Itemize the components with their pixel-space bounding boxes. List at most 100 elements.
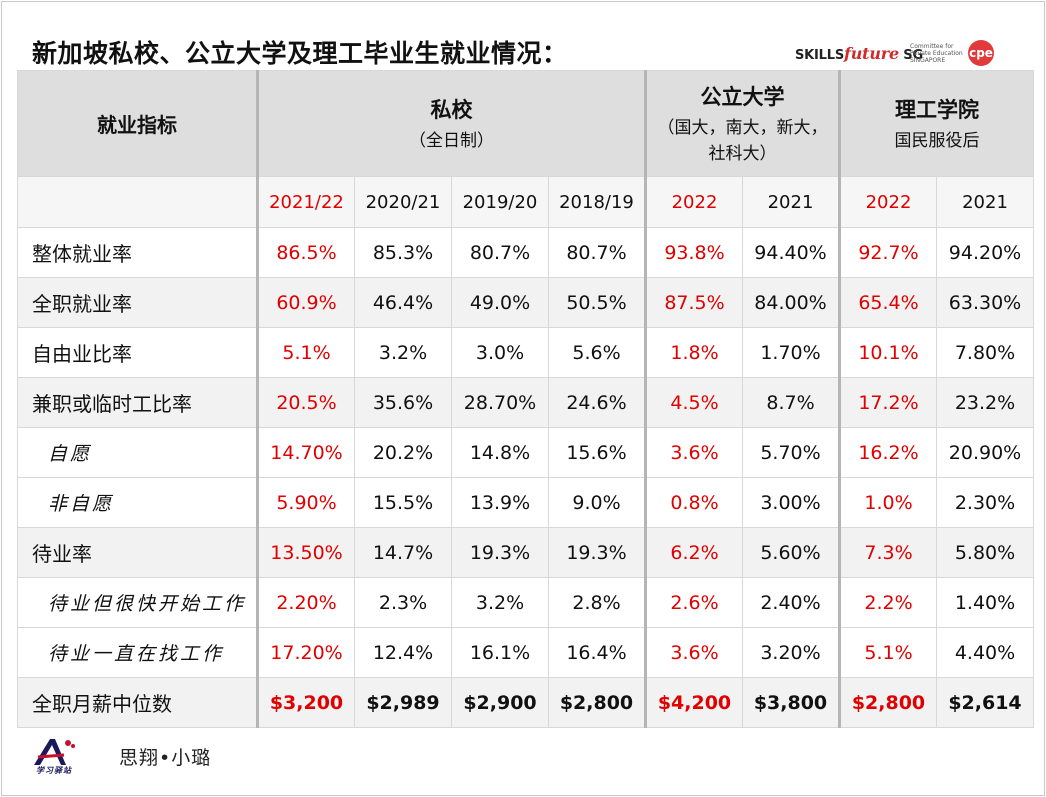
value-cell: 35.6% [354,377,452,428]
group-name: 公立大学 [700,84,785,109]
group-header-private: 私校 （全日制） [256,70,646,177]
value-cell: 1.8% [644,327,743,378]
value-cell: $2,900 [451,677,549,728]
value-cell: 49.0% [451,277,549,328]
value-cell: 2.8% [548,577,646,628]
value-cell: 16.1% [451,627,549,678]
row-label: 自愿 [17,427,258,478]
value-cell: 5.1% [256,327,355,378]
year-cell: 2019/20 [451,176,549,228]
value-cell: 8.7% [742,377,840,428]
value-cell: $2,800 [838,677,937,728]
value-cell: 3.6% [644,427,743,478]
value-cell: 7.80% [936,327,1034,378]
value-cell: 15.6% [548,427,646,478]
value-cell: 14.70% [256,427,355,478]
value-cell: 2.40% [742,577,840,628]
table-header-row: 就业指标 私校 （全日制） 公立大学 （国大，南大，新大，社科大） 理工学院 国… [17,70,1034,177]
value-cell: $3,800 [742,677,840,728]
group-sub: （全日制） [409,130,494,151]
value-cell: 15.5% [354,477,452,528]
year-cell: 2022 [838,176,937,228]
value-cell: 65.4% [838,277,937,328]
value-cell: 3.00% [742,477,840,528]
value-cell: 1.70% [742,327,840,378]
skillsfuture-logo-prefix: SKILLS [795,48,845,63]
skillsfuture-logo: SKILLSfuture SG [795,44,923,63]
cpe-logo-mark: cpe [968,40,994,66]
value-cell: 14.7% [354,527,452,578]
value-cell: 3.20% [742,627,840,678]
indicator-header: 就业指标 [17,70,258,177]
value-cell: 17.2% [838,377,937,428]
value-cell: 9.0% [548,477,646,528]
value-cell: $4,200 [644,677,743,728]
row-label: 待业但很快开始工作 [17,577,258,628]
value-cell: 92.7% [838,227,937,278]
value-cell: 1.40% [936,577,1034,628]
group-header-public-uni: 公立大学 （国大，南大，新大，社科大） [644,70,840,177]
group-sub: 国民服役后 [894,130,980,151]
years-row-blank [17,176,258,228]
row-label: 整体就业率 [17,227,258,278]
value-cell: 80.7% [451,227,549,278]
group-name: 私校 [430,97,473,122]
value-cell: 5.80% [936,527,1034,578]
value-cell: 13.9% [451,477,549,528]
table-row: 待业一直在找工作 17.20% 12.4% 16.1% 16.4% 3.6% 3.20% 5.… [17,627,1034,678]
value-cell: 50.5% [548,277,646,328]
year-cell: 2021 [936,176,1034,228]
year-cell: 2020/21 [354,176,452,228]
value-cell: 93.8% [644,227,743,278]
value-cell: 7.3% [838,527,937,578]
value-cell: 5.1% [838,627,937,678]
value-cell: 4.40% [936,627,1034,678]
value-cell: $2,800 [548,677,646,728]
page-title: 新加坡私校、公立大学及理工毕业生就业情况： [32,39,568,68]
row-label: 待业率 [17,527,258,578]
row-label: 兼职或临时工比率 [17,377,258,428]
value-cell: 16.2% [838,427,937,478]
row-label: 全职月薪中位数 [17,677,258,728]
skillsfuture-logo-future: future [844,44,899,63]
value-cell: 24.6% [548,377,646,428]
value-cell: 20.5% [256,377,355,428]
value-cell: 94.20% [936,227,1034,278]
value-cell: 19.3% [548,527,646,578]
value-cell: 20.90% [936,427,1034,478]
value-cell: $2,614 [936,677,1034,728]
table-row: 兼职或临时工比率 20.5% 35.6% 28.70% 24.6% 4.5% 8.7% 17.… [17,377,1034,428]
year-cell: 2021/22 [256,176,355,228]
value-cell: 2.20% [256,577,355,628]
study-station-logo-caption: 学习驿站 [36,766,72,775]
table-row: 非自愿 5.90% 15.5% 13.9% 9.0% 0.8% 3.00% 1.0% 2.30% [17,477,1034,528]
year-cell: 2018/19 [548,176,646,228]
years-row: 2021/22 2020/21 2019/20 2018/19 2022 202… [17,176,1034,228]
value-cell: $2,989 [354,677,452,728]
skillsfuture-logo-suffix: SG [898,48,923,63]
value-cell: 85.3% [354,227,452,278]
table-row: 待业但很快开始工作 2.20% 2.3% 3.2% 2.8% 2.6% 2.40% 2.2% 1… [17,577,1034,628]
value-cell: 80.7% [548,227,646,278]
value-cell: 3.2% [451,577,549,628]
group-name: 理工学院 [895,97,979,122]
value-cell: 4.5% [644,377,743,428]
value-cell: 6.2% [644,527,743,578]
value-cell: 2.6% [644,577,743,628]
group-header-poly: 理工学院 国民服役后 [838,70,1034,177]
value-cell: 87.5% [644,277,743,328]
table-row: 全职月薪中位数 $3,200 $2,989 $2,900 $2,800 $4,200 $3,… [17,677,1034,728]
value-cell: 84.00% [742,277,840,328]
row-label: 自由业比率 [17,327,258,378]
cpe-logo: Committee for Private Education SINGAPOR… [910,40,1000,66]
group-sub: （国大，南大，新大，社科大） [657,117,828,164]
value-cell: 12.4% [354,627,452,678]
value-cell: 20.2% [354,427,452,478]
value-cell: 2.3% [354,577,452,628]
year-cell: 2022 [644,176,743,228]
cpe-logo-text: Committee for Private Education SINGAPOR… [910,43,963,64]
table-row: 自由业比率 5.1% 3.2% 3.0% 5.6% 1.8% 1.70% 10.1% 7.80% [17,327,1034,378]
value-cell: 28.70% [451,377,549,428]
table-row: 整体就业率 86.5% 85.3% 80.7% 80.7% 93.8% 94.40% 92.7… [17,227,1034,278]
